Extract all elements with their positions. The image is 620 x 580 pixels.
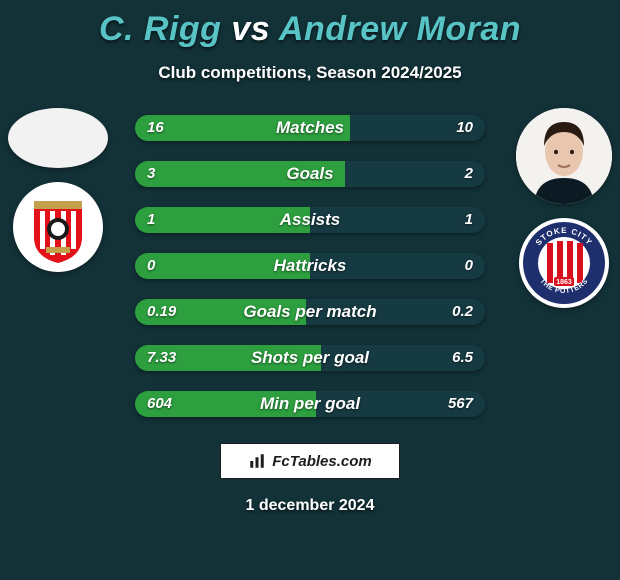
stat-value-left: 3 — [147, 161, 155, 187]
stat-bar-left — [135, 115, 350, 141]
stat-value-left: 0 — [147, 253, 155, 279]
left-club-badge — [13, 182, 103, 272]
stat-value-left: 7.33 — [147, 345, 176, 371]
page-title: C. Rigg vs Andrew Moran — [0, 0, 620, 49]
watermark-text: FcTables.com — [272, 453, 371, 470]
comparison-card: C. Rigg vs Andrew Moran Club competition… — [0, 0, 620, 580]
stat-row: Goals per match0.190.2 — [135, 299, 485, 325]
stat-value-right: 1 — [465, 207, 473, 233]
stat-value-right: 6.5 — [452, 345, 473, 371]
watermark: FcTables.com — [220, 443, 400, 479]
stat-value-left: 1 — [147, 207, 155, 233]
stat-value-right: 2 — [465, 161, 473, 187]
title-player-left: C. Rigg — [99, 10, 221, 48]
title-player-right: Andrew Moran — [279, 10, 521, 48]
stat-row: Hattricks00 — [135, 253, 485, 279]
stat-row: Shots per goal7.336.5 — [135, 345, 485, 371]
stat-value-right: 0 — [465, 253, 473, 279]
stat-value-left: 16 — [147, 115, 164, 141]
stat-value-right: 567 — [448, 391, 473, 417]
stat-row: Matches1610 — [135, 115, 485, 141]
stoke-badge-icon: STOKE CITY THE POTTERS 1863 — [522, 221, 606, 305]
stat-bar-right — [310, 253, 485, 279]
stat-value-right: 10 — [456, 115, 473, 141]
stat-value-right: 0.2 — [452, 299, 473, 325]
stat-value-left: 604 — [147, 391, 172, 417]
right-club-badge: STOKE CITY THE POTTERS 1863 — [519, 218, 609, 308]
player-headshot-icon — [516, 108, 612, 204]
stat-value-left: 0.19 — [147, 299, 176, 325]
stat-bar-right — [310, 207, 485, 233]
stat-row: Assists11 — [135, 207, 485, 233]
left-player-column — [8, 108, 108, 272]
bar-chart-icon — [248, 452, 266, 470]
sunderland-badge-icon — [18, 187, 98, 267]
left-player-photo — [8, 108, 108, 168]
title-vs: vs — [231, 10, 270, 48]
right-player-column: STOKE CITY THE POTTERS 1863 — [516, 108, 612, 308]
stat-row: Goals32 — [135, 161, 485, 187]
badge-year: 1863 — [556, 279, 572, 286]
subtitle: Club competitions, Season 2024/2025 — [0, 63, 620, 83]
stat-bar-left — [135, 161, 345, 187]
stats-list: Matches1610Goals32Assists11Hattricks00Go… — [135, 115, 485, 417]
date: 1 december 2024 — [0, 497, 620, 515]
stat-bar-left — [135, 207, 310, 233]
stat-bar-left — [135, 253, 310, 279]
stat-row: Min per goal604567 — [135, 391, 485, 417]
right-player-photo — [516, 108, 612, 204]
